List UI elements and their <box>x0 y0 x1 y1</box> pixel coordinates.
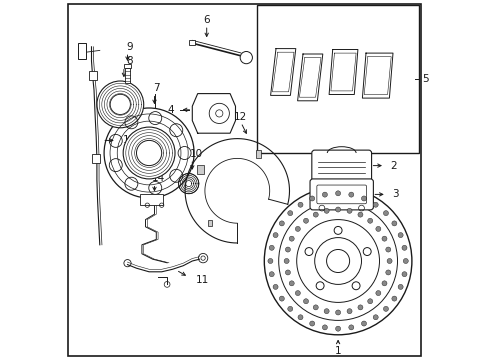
Circle shape <box>279 221 284 226</box>
Circle shape <box>357 305 362 310</box>
Circle shape <box>381 281 386 286</box>
Bar <box>197 165 203 174</box>
Bar <box>189 40 195 45</box>
Circle shape <box>313 212 318 217</box>
Circle shape <box>367 299 372 304</box>
Circle shape <box>375 291 380 296</box>
Bar <box>125 68 129 83</box>
Circle shape <box>296 220 379 302</box>
Circle shape <box>104 108 194 198</box>
Text: 7: 7 <box>153 83 159 93</box>
Circle shape <box>303 299 308 304</box>
Bar <box>255 150 261 158</box>
Circle shape <box>278 202 397 320</box>
Circle shape <box>287 306 292 311</box>
Circle shape <box>335 310 340 315</box>
Circle shape <box>309 321 314 326</box>
Circle shape <box>285 270 290 275</box>
Circle shape <box>391 221 396 226</box>
Circle shape <box>297 202 303 207</box>
Text: 14: 14 <box>151 173 164 183</box>
Circle shape <box>288 236 294 241</box>
Circle shape <box>326 249 349 273</box>
Text: 2: 2 <box>389 161 396 171</box>
Circle shape <box>401 272 406 277</box>
Circle shape <box>386 258 391 264</box>
Bar <box>140 194 163 205</box>
Circle shape <box>348 192 353 197</box>
Circle shape <box>297 315 303 320</box>
Circle shape <box>361 196 366 201</box>
Circle shape <box>383 211 387 216</box>
Circle shape <box>110 94 130 114</box>
Text: 10: 10 <box>189 149 202 159</box>
Circle shape <box>322 325 327 330</box>
Circle shape <box>279 296 284 301</box>
Text: 1: 1 <box>334 346 341 356</box>
Circle shape <box>383 306 387 311</box>
Circle shape <box>397 233 402 238</box>
Circle shape <box>240 51 252 64</box>
Circle shape <box>272 284 278 289</box>
Circle shape <box>267 258 272 264</box>
Circle shape <box>346 208 351 213</box>
Circle shape <box>357 212 362 217</box>
Circle shape <box>285 247 290 252</box>
Circle shape <box>348 325 353 330</box>
Bar <box>88 71 97 80</box>
Circle shape <box>367 218 372 223</box>
Circle shape <box>335 191 340 196</box>
Circle shape <box>314 238 361 284</box>
Circle shape <box>287 211 292 216</box>
Circle shape <box>303 218 308 223</box>
Text: 12: 12 <box>234 112 247 122</box>
Circle shape <box>295 291 300 296</box>
Circle shape <box>403 258 407 264</box>
Text: 13: 13 <box>122 135 136 145</box>
Circle shape <box>288 281 294 286</box>
Circle shape <box>309 196 314 201</box>
Circle shape <box>385 270 390 275</box>
Circle shape <box>397 284 402 289</box>
Circle shape <box>381 236 386 241</box>
Circle shape <box>401 245 406 250</box>
Bar <box>123 64 131 68</box>
Text: 5: 5 <box>421 74 427 84</box>
Circle shape <box>335 326 340 331</box>
Circle shape <box>391 296 396 301</box>
Circle shape <box>324 309 328 314</box>
FancyBboxPatch shape <box>309 179 373 210</box>
Text: 6: 6 <box>203 15 209 25</box>
Circle shape <box>322 192 327 197</box>
Circle shape <box>324 208 328 213</box>
Text: 4: 4 <box>167 105 174 115</box>
Circle shape <box>361 321 366 326</box>
Circle shape <box>284 258 288 264</box>
Bar <box>207 220 212 226</box>
Circle shape <box>269 272 274 277</box>
Bar <box>257 5 418 153</box>
Circle shape <box>123 127 175 179</box>
Bar <box>91 154 100 163</box>
Text: 3: 3 <box>391 189 398 199</box>
Circle shape <box>375 226 380 231</box>
Bar <box>78 43 86 59</box>
Circle shape <box>335 207 340 212</box>
Circle shape <box>372 315 377 320</box>
Circle shape <box>269 245 274 250</box>
Text: 8: 8 <box>126 56 132 66</box>
Circle shape <box>264 187 411 335</box>
Circle shape <box>97 81 143 128</box>
Circle shape <box>272 233 278 238</box>
Circle shape <box>346 309 351 314</box>
Text: 11: 11 <box>196 275 209 285</box>
Circle shape <box>372 202 377 207</box>
FancyBboxPatch shape <box>311 150 371 181</box>
Text: 9: 9 <box>126 42 132 52</box>
Circle shape <box>313 305 318 310</box>
Circle shape <box>385 247 390 252</box>
Circle shape <box>136 140 162 166</box>
Circle shape <box>295 226 300 231</box>
